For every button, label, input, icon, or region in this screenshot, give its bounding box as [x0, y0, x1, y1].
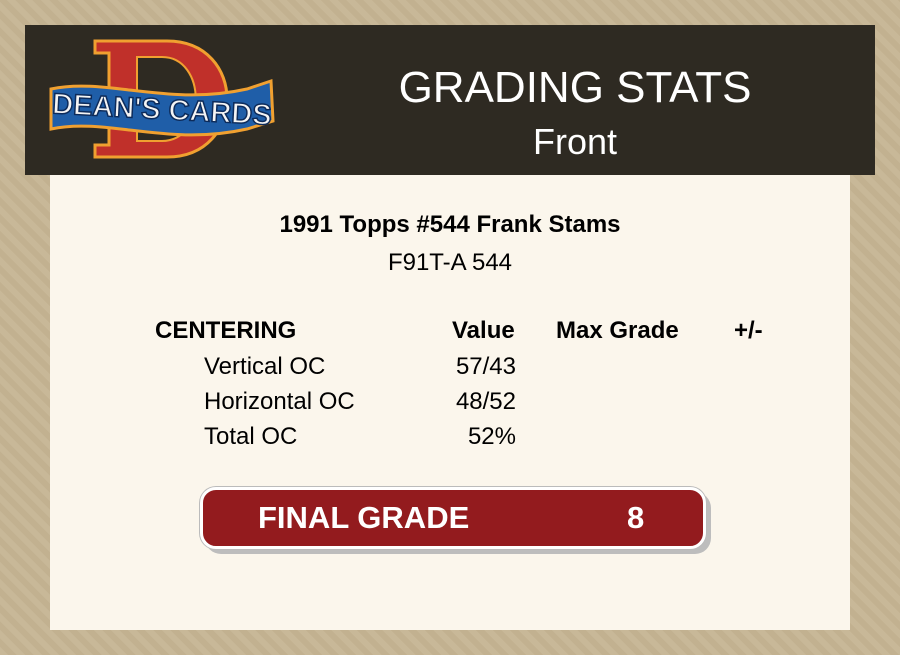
- column-value: Value: [452, 317, 515, 344]
- row-label: Vertical OC: [204, 353, 326, 380]
- row-value: 52%: [467, 423, 516, 450]
- centering-heading: CENTERING: [155, 317, 297, 344]
- row-value: 57/43: [455, 353, 516, 380]
- row-label: Horizontal OC: [204, 388, 355, 415]
- row-value: 48/52: [455, 388, 516, 415]
- final-grade-value: 8: [627, 500, 645, 535]
- page-title: GRADING STATS: [398, 63, 752, 112]
- card-name: 1991 Topps #544 Frank Stams: [279, 211, 621, 238]
- row-label: Total OC: [204, 423, 298, 450]
- column-max-grade: Max Grade: [556, 317, 679, 344]
- card-code: F91T-A 544: [387, 249, 513, 276]
- final-grade-banner: FINAL GRADE 8: [200, 487, 706, 549]
- header: DEAN'S CARDS GRADING STATS Front: [25, 25, 875, 175]
- deans-cards-logo: DEAN'S CARDS: [49, 39, 275, 159]
- stats-panel: 1991 Topps #544 Frank Stams F91T-A 544 C…: [50, 175, 850, 630]
- page-subtitle: Front: [532, 121, 618, 162]
- final-grade-label: FINAL GRADE: [258, 500, 470, 535]
- column-plus-minus: +/-: [734, 317, 763, 344]
